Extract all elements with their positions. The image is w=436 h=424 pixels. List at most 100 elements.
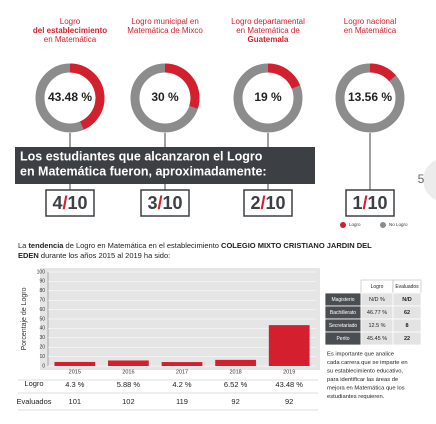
page-tab [423,160,436,200]
y-tick-label: 80 [39,288,45,294]
value-label: 4.2 % [172,380,192,389]
table-text: N/D % [369,297,385,303]
evaluados: 119 [176,397,188,406]
donut-label: 30 % [151,90,179,104]
fraction-box [45,189,95,217]
y-tick-label: 30 [39,335,45,341]
paragraph-part: de Logro en Matemática en el establecimi… [63,241,221,250]
note: cada carrera que se imparte en [327,360,408,366]
donut-title: Logro [60,17,81,26]
table-header: Evaluados [395,284,419,290]
paragraph-part: La [18,241,28,250]
table-text: Bachillerato [330,310,356,316]
x-tick-label: 2019 [283,369,295,375]
table-text: Perito [336,336,349,342]
banner-text: Los estudiantes que alcanzaron el Logro [20,149,263,163]
bar [215,359,256,366]
y-tick-label: 20 [39,345,45,351]
paragraph-part: durante los años 2015 al 2019 ha sido: [39,251,170,260]
paragraph-part: COLEGIO MIXTO CRISTIANO JARDIN DEL [221,241,372,250]
table-text: 12.5 % [368,323,385,329]
y-tick-label: 50 [39,316,45,322]
donut-arc [164,63,200,109]
fraction: 3/10 [147,193,182,213]
donut-arc [69,63,105,130]
y-tick-label: 40 [39,326,45,332]
slash: / [260,193,265,213]
legend-label: No Logro [389,222,408,227]
donut-arc [267,63,301,89]
table-text: Secretariado [329,323,358,329]
denominator: 10 [368,193,388,213]
y-tick-label: 60 [39,307,45,313]
evaluados: 92 [285,397,293,406]
table-text: 8 [405,323,408,329]
note: estudiantes requieren. [327,394,385,400]
y-tick-label: 70 [39,298,45,304]
bar [161,362,203,366]
paragraph-part: tendencia [28,241,64,250]
fraction: 2/10 [250,193,285,213]
y-tick-label: 0 [42,363,45,369]
donut-label: 19 % [254,90,282,104]
donut-title: en Matemática [44,35,97,44]
fraction-box [345,189,395,217]
bar [268,325,310,366]
legend-dot [380,222,386,228]
fraction-box [140,189,190,217]
table-header: Logro [371,284,384,290]
table-cell [392,331,422,346]
donut-label: 43.48 % [48,90,92,104]
fraction-box [243,189,293,217]
slash: / [362,193,367,213]
denominator: 10 [163,193,183,213]
paragraph: EDEN durante los años 2015 al 2019 ha si… [18,251,170,260]
evaluados: 92 [231,397,239,406]
legend-label: Logro [349,222,361,227]
donut-title: en Matemática de [236,26,300,35]
table-text: 46.77 % [367,310,387,316]
fraction: 1/10 [352,193,387,213]
page-number: 5 [418,172,425,186]
donut-title: en Matemática [344,26,397,35]
x-tick-label: 2017 [176,369,188,375]
donut-title: del establecimiento [33,26,107,35]
numerator: 2 [250,193,260,213]
evaluados: 101 [69,397,82,406]
paragraph-part: EDEN [18,251,39,260]
value-label: 43.48 % [275,380,303,389]
donut-title: Logro departamental [231,17,305,26]
table-text: N/D [402,297,412,303]
donut-label: 13.56 % [348,90,392,104]
fraction: 4/10 [52,193,87,213]
numerator: 3 [147,193,157,213]
donut-title: Matemática de Mixco [127,26,203,35]
donut-title: Guatemala [248,35,289,44]
table-text: 62 [404,310,410,316]
note: su establecimiento educativo, [327,369,403,375]
denominator: 10 [266,193,286,213]
y-tick-label: 10 [39,354,45,360]
evaluados: 102 [122,397,135,406]
bar [54,361,96,366]
donut-title: Logro nacional [344,17,397,26]
note: para identificar las áreas de [327,377,398,383]
banner-text: en Matemática fueron, aproximadamente: [20,164,267,178]
x-tick-label: 2015 [69,369,81,375]
x-tick-label: 2016 [122,369,134,375]
y-tick-label: 90 [39,279,45,285]
x-tick-label: 2018 [229,369,241,375]
table-text: 22 [404,336,410,342]
value-label: 6.52 % [224,380,248,389]
note: Es importante que analice [327,352,394,358]
donut-title: Logro municipal en [131,17,199,26]
y-axis-label: Porcentaje de Logro [21,287,28,350]
bar [108,360,149,366]
slash: / [157,193,162,213]
denominator: 10 [68,193,88,213]
row-label: Logro [24,379,43,388]
value-label: 5.88 % [117,380,141,389]
donut-arc [369,63,396,82]
slash: / [62,193,67,213]
